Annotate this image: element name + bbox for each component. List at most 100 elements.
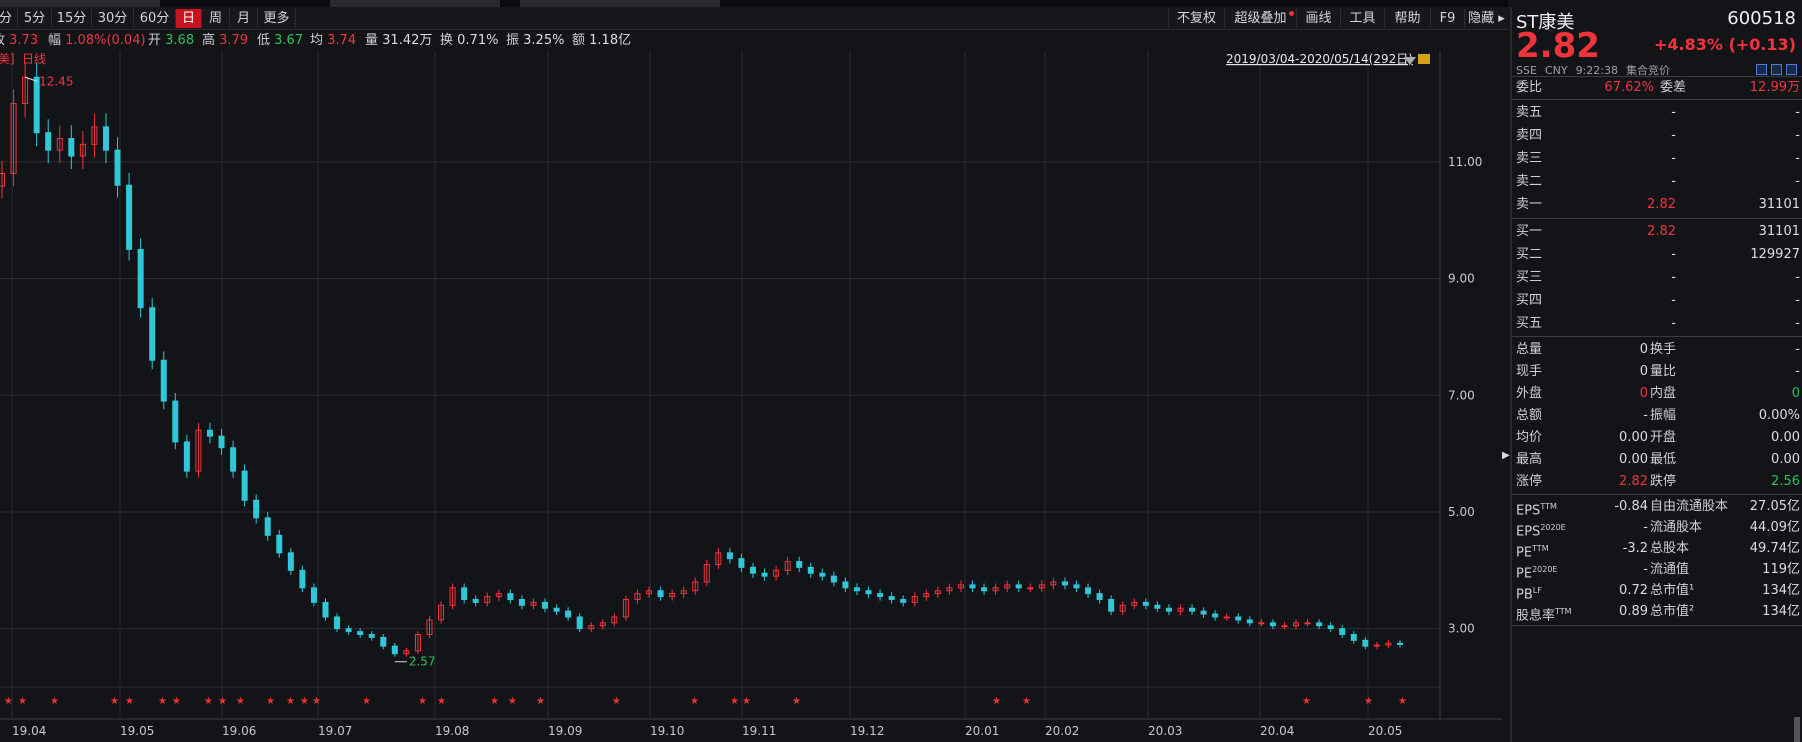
candle-body[interactable] <box>484 596 491 603</box>
toolbar-button-4[interactable]: 帮助 <box>1384 9 1430 28</box>
candle-body[interactable] <box>1223 616 1230 619</box>
candle-body[interactable] <box>91 126 98 145</box>
candle-body[interactable] <box>634 593 641 600</box>
period-button-2[interactable]: 15分 <box>52 9 92 28</box>
candle-body[interactable] <box>553 607 560 612</box>
candle-body[interactable] <box>149 307 156 361</box>
event-star-icon[interactable]: ★ <box>110 696 119 707</box>
candle-body[interactable] <box>299 569 306 589</box>
event-star-icon[interactable]: ★ <box>1302 696 1311 707</box>
event-star-icon[interactable]: ★ <box>18 696 27 707</box>
candle-body[interactable] <box>1235 616 1242 621</box>
toolbar-button-0[interactable]: 不复权 <box>1168 9 1224 28</box>
event-star-icon[interactable]: ★ <box>792 696 801 707</box>
candle-body[interactable] <box>68 138 75 157</box>
candle-body[interactable] <box>1096 593 1103 600</box>
candle-body[interactable] <box>1397 642 1403 645</box>
candle-body[interactable] <box>646 590 653 595</box>
candle-body[interactable] <box>1177 607 1184 612</box>
candle-body[interactable] <box>1073 584 1080 589</box>
candle-body[interactable] <box>576 616 583 630</box>
candle-body[interactable] <box>1258 622 1265 625</box>
candle-body[interactable] <box>530 601 537 606</box>
event-star-icon[interactable]: ★ <box>1022 696 1031 707</box>
event-star-icon[interactable]: ★ <box>286 696 295 707</box>
event-star-icon[interactable]: ★ <box>1398 696 1407 707</box>
event-star-icon[interactable]: ★ <box>437 696 446 707</box>
bid-row[interactable]: 买五 - - <box>1512 313 1802 335</box>
candle-body[interactable] <box>1304 622 1311 625</box>
event-star-icon[interactable]: ★ <box>236 696 245 707</box>
period-button-6[interactable]: 周 <box>202 9 230 28</box>
candle-body[interactable] <box>1154 604 1161 609</box>
toolbar-button-3[interactable]: 工具 <box>1340 9 1384 28</box>
candle-body[interactable] <box>819 572 826 577</box>
candle-body[interactable] <box>1119 604 1126 612</box>
candle-body[interactable] <box>900 598 907 603</box>
candle-body[interactable] <box>784 561 791 571</box>
candle-body[interactable] <box>472 598 479 603</box>
candle-body[interactable] <box>1061 581 1068 586</box>
event-star-icon[interactable]: ★ <box>218 696 227 707</box>
candle-body[interactable] <box>357 631 364 635</box>
candle-body[interactable] <box>426 619 433 635</box>
candle-body[interactable] <box>1339 628 1346 635</box>
candle-body[interactable] <box>206 429 213 437</box>
period-button-5[interactable]: 日 <box>176 9 202 28</box>
event-star-icon[interactable]: ★ <box>204 696 213 707</box>
candle-body[interactable] <box>241 470 248 501</box>
candle-body[interactable] <box>1027 587 1034 590</box>
candle-body[interactable] <box>669 593 676 598</box>
candle-body[interactable] <box>703 563 710 583</box>
period-button-8[interactable]: 更多 <box>258 9 296 28</box>
candle-body[interactable] <box>160 359 167 402</box>
ask-row[interactable]: 卖二 - - <box>1512 171 1802 193</box>
event-star-icon[interactable]: ★ <box>612 696 621 707</box>
event-star-icon[interactable]: ★ <box>158 696 167 707</box>
candle-body[interactable] <box>1327 625 1334 630</box>
period-button-1[interactable]: 5分 <box>18 9 52 28</box>
candle-body[interactable] <box>680 590 687 595</box>
event-star-icon[interactable]: ★ <box>125 696 134 707</box>
toolbar-button-2[interactable]: 画线 <box>1296 9 1340 28</box>
candle-body[interactable] <box>1004 584 1011 589</box>
candle-body[interactable] <box>877 593 884 598</box>
bid-row[interactable]: 买三 - - <box>1512 267 1802 289</box>
event-star-icon[interactable]: ★ <box>490 696 499 707</box>
candle-body[interactable] <box>276 534 283 554</box>
candle-body[interactable] <box>114 149 121 186</box>
candle-body[interactable] <box>957 584 964 589</box>
event-star-icon[interactable]: ★ <box>992 696 1001 707</box>
candle-body[interactable] <box>622 598 629 618</box>
candle-body[interactable] <box>1131 601 1138 606</box>
event-star-icon[interactable]: ★ <box>50 696 59 707</box>
candle-body[interactable] <box>10 103 17 175</box>
panel-toggle-arrow[interactable]: ▶ <box>1502 450 1510 461</box>
candle-body[interactable] <box>588 625 595 630</box>
date-range-label[interactable]: 2019/03/04-2020/05/14(292日) <box>1226 52 1413 66</box>
candle-body[interactable] <box>253 499 260 519</box>
candle-body[interactable] <box>1385 642 1392 646</box>
period-button-7[interactable]: 月 <box>230 9 258 28</box>
ask-row[interactable]: 卖五 - - <box>1512 102 1802 124</box>
period-button-3[interactable]: 30分 <box>92 9 134 28</box>
candle-body[interactable] <box>380 636 387 647</box>
candle-body[interactable] <box>172 400 179 443</box>
candle-body[interactable] <box>1085 587 1092 595</box>
candle-body[interactable] <box>542 601 549 609</box>
candle-body[interactable] <box>749 566 756 574</box>
candle-body[interactable] <box>183 441 190 472</box>
bid-row[interactable]: 买一 2.82 31101 <box>1512 221 1802 243</box>
candle-body[interactable] <box>1015 584 1022 589</box>
candle-body[interactable] <box>195 429 202 472</box>
candle-body[interactable] <box>1316 622 1323 627</box>
event-star-icon[interactable]: ★ <box>730 696 739 707</box>
candle-body[interactable] <box>981 587 988 592</box>
candle-body[interactable] <box>507 593 514 600</box>
event-star-icon[interactable]: ★ <box>300 696 309 707</box>
candle-body[interactable] <box>1189 607 1196 612</box>
event-star-icon[interactable]: ★ <box>4 696 13 707</box>
candle-body[interactable] <box>0 173 5 187</box>
candle-body[interactable] <box>611 616 618 624</box>
candle-body[interactable] <box>414 633 421 652</box>
